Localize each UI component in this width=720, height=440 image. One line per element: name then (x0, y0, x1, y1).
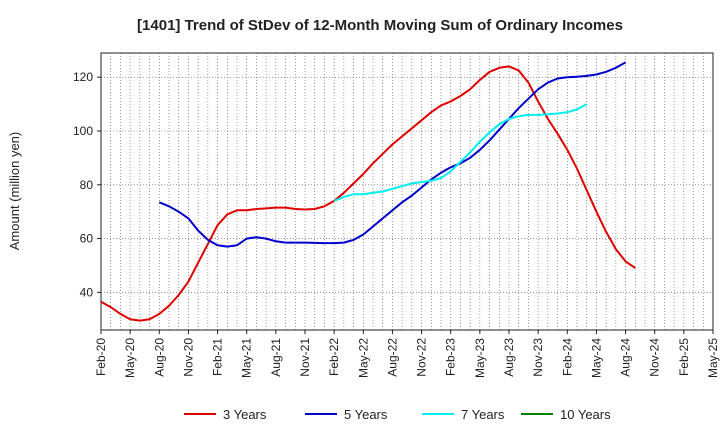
series-lines (100, 61, 636, 322)
x-tick-label: May-24 (589, 338, 603, 378)
x-tick-label: Aug-23 (502, 338, 516, 377)
series-line-5-years (158, 61, 627, 248)
x-tick-label: Feb-24 (560, 338, 574, 376)
x-axis-ticks: Feb-20 May-20 Aug-20 Nov-20 Feb-21 May-21 Aug-… (94, 330, 720, 378)
x-tick-label: Nov-24 (648, 338, 662, 377)
x-tick-label: Feb-21 (211, 338, 225, 376)
legend-label: 5 Years (344, 407, 388, 422)
legend: 3 Years 5 Years 7 Years 10 Years (184, 407, 611, 422)
x-tick-label: Aug-21 (269, 338, 283, 377)
y-tick-label: 120 (73, 70, 93, 84)
y-tick-label: 60 (80, 232, 94, 246)
y-axis-ticks: 40 60 80 100 120 (73, 70, 101, 299)
x-tick-label: Aug-22 (385, 338, 399, 377)
series-line-3-years (100, 65, 636, 322)
x-tick-label: May-21 (240, 338, 254, 378)
x-tick-label: Feb-20 (94, 338, 108, 376)
y-tick-label: 80 (80, 178, 94, 192)
y-tick-label: 40 (80, 285, 94, 299)
x-tick-label: Aug-20 (152, 338, 166, 377)
y-axis-label: Amount (million yen) (7, 132, 22, 251)
legend-label: 3 Years (223, 407, 267, 422)
x-tick-label: Nov-23 (531, 338, 545, 377)
legend-label: 7 Years (461, 407, 505, 422)
series-line-7-years (333, 103, 588, 202)
legend-label: 10 Years (560, 407, 611, 422)
x-tick-label: Nov-22 (415, 338, 429, 377)
x-tick-label: May-23 (473, 338, 487, 378)
x-tick-label: Aug-24 (619, 338, 633, 377)
x-tick-label: Feb-25 (677, 338, 691, 376)
chart-title: [1401] Trend of StDev of 12-Month Moving… (137, 17, 623, 34)
plot-background (101, 53, 713, 330)
x-tick-label: Nov-20 (181, 338, 195, 377)
y-tick-label: 100 (73, 124, 93, 138)
plot-border (100, 52, 714, 331)
x-tick-label: May-22 (356, 338, 370, 378)
x-tick-label: May-20 (123, 338, 137, 378)
x-tick-label: Feb-22 (327, 338, 341, 376)
plot-area (100, 52, 714, 331)
x-tick-label: Nov-21 (298, 338, 312, 377)
x-tick-label: Feb-23 (444, 338, 458, 376)
x-tick-label: May-25 (706, 338, 720, 378)
